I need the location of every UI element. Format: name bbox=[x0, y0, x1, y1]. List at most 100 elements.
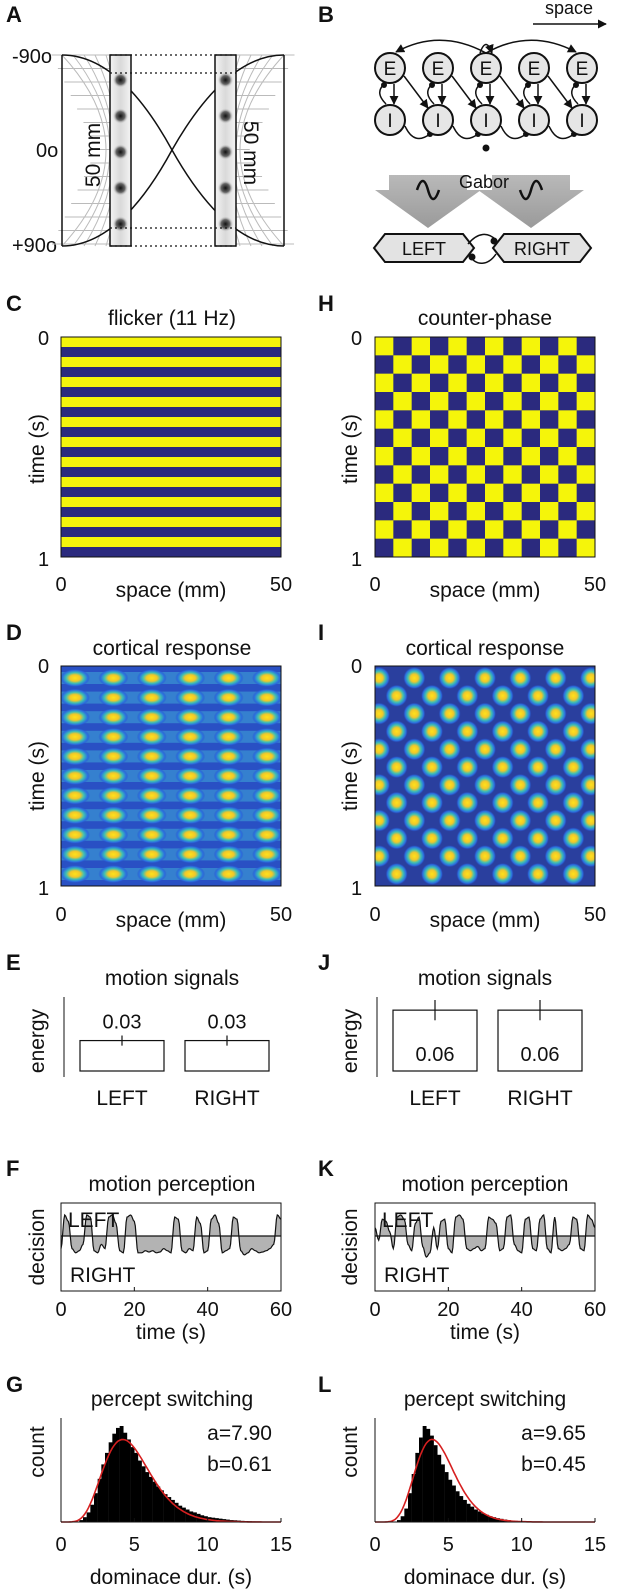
checker-cell bbox=[430, 465, 449, 484]
checker-cell bbox=[577, 484, 596, 503]
response-blob bbox=[175, 669, 205, 687]
i-unit-label: I bbox=[579, 111, 584, 132]
response-blob bbox=[175, 826, 205, 844]
checker-cell bbox=[448, 374, 467, 393]
response-blob bbox=[252, 865, 282, 883]
response-blob bbox=[562, 685, 584, 707]
checker-cell bbox=[485, 465, 504, 484]
response-blob bbox=[509, 703, 531, 725]
histogram-bar bbox=[401, 1516, 405, 1522]
flicker-stripe bbox=[61, 517, 281, 527]
x-tick-label: 20 bbox=[437, 1299, 459, 1321]
response-band bbox=[61, 848, 281, 860]
inhibitory-synapse bbox=[573, 82, 579, 88]
panel-i: I cortical response time (s) 0 1 0 50 sp… bbox=[318, 620, 617, 932]
x-axis-label-f: time (s) bbox=[136, 1321, 206, 1344]
size-label-right: 50 mm bbox=[239, 121, 262, 185]
flicker-heatmap bbox=[61, 337, 281, 557]
response-blob bbox=[214, 767, 244, 785]
chart-title-f: motion perception bbox=[89, 1173, 256, 1196]
param-a-g: a=7.90 bbox=[207, 1422, 272, 1445]
response-blob bbox=[175, 806, 205, 824]
panel-b: B space EIEIEIEIEI Gabor LEFT RIGHT bbox=[318, 0, 606, 263]
histogram-bar bbox=[123, 1433, 127, 1522]
response-blob bbox=[527, 863, 549, 885]
checker-cell bbox=[430, 392, 449, 411]
x-category-label: RIGHT bbox=[507, 1087, 573, 1110]
response-blob bbox=[474, 845, 496, 867]
gabor-label: Gabor bbox=[459, 172, 509, 192]
checker-cell bbox=[558, 520, 577, 539]
response-blob bbox=[509, 845, 531, 867]
response-band bbox=[61, 809, 281, 821]
response-blob bbox=[562, 720, 584, 742]
lateral-excitation bbox=[404, 76, 428, 108]
flicker-stripe bbox=[61, 507, 281, 517]
response-blob bbox=[252, 767, 282, 785]
response-blob bbox=[175, 708, 205, 726]
checker-cell bbox=[503, 374, 522, 393]
response-band bbox=[61, 770, 281, 782]
checker-cell bbox=[448, 410, 467, 429]
response-blob bbox=[252, 689, 282, 707]
response-blob bbox=[368, 667, 390, 689]
histogram-bar bbox=[160, 1490, 164, 1522]
response-blob bbox=[214, 728, 244, 746]
checker-cell bbox=[577, 392, 596, 411]
e-unit-label: E bbox=[576, 59, 589, 80]
checker-cell bbox=[430, 337, 449, 356]
checker-cell bbox=[485, 520, 504, 539]
response-blob bbox=[60, 865, 90, 883]
checker-cell bbox=[393, 447, 412, 466]
response-blob bbox=[386, 720, 408, 742]
flicker-stripe bbox=[61, 437, 281, 447]
response-blob bbox=[456, 720, 478, 742]
x-tick-label: 5 bbox=[443, 1534, 454, 1556]
response-blob bbox=[252, 708, 282, 726]
x-axis-label-g: dominace dur. (s) bbox=[90, 1566, 252, 1589]
response-blob bbox=[252, 787, 282, 805]
checker-cell bbox=[412, 520, 431, 539]
checker-cell bbox=[467, 374, 486, 393]
response-blob bbox=[214, 747, 244, 765]
checker-cell bbox=[467, 520, 486, 539]
y-tick-1-h: 1 bbox=[351, 549, 362, 571]
checker-cell bbox=[393, 410, 412, 429]
param-b-l: b=0.45 bbox=[521, 1453, 586, 1476]
checker-cell bbox=[430, 502, 449, 521]
flicker-stripe bbox=[61, 447, 281, 457]
response-blob bbox=[60, 689, 90, 707]
response-blob bbox=[175, 787, 205, 805]
response-blob bbox=[439, 774, 461, 796]
response-blob bbox=[421, 756, 443, 778]
response-blob bbox=[214, 865, 244, 883]
inhibitory-synapse bbox=[429, 82, 435, 88]
checker-cell bbox=[503, 392, 522, 411]
response-blob bbox=[60, 747, 90, 765]
i-unit-label: I bbox=[531, 111, 536, 132]
response-blob bbox=[214, 845, 244, 863]
checker-cell bbox=[393, 429, 412, 448]
checker-cell bbox=[393, 355, 412, 374]
x-ticks-g: 0 5 10 15 bbox=[55, 1518, 292, 1556]
checker-cell bbox=[412, 374, 431, 393]
response-blob bbox=[368, 845, 390, 867]
flicker-stripe bbox=[61, 397, 281, 407]
response-blob bbox=[368, 738, 390, 760]
param-b-g: b=0.61 bbox=[207, 1453, 272, 1476]
y-tick-1-c: 1 bbox=[38, 549, 49, 571]
left-label-k: LEFT bbox=[382, 1209, 434, 1232]
response-blob bbox=[509, 738, 531, 760]
checker-cell bbox=[467, 429, 486, 448]
response-blob bbox=[421, 792, 443, 814]
checker-cell bbox=[467, 337, 486, 356]
response-blob bbox=[492, 863, 514, 885]
x-category-label: RIGHT bbox=[194, 1087, 260, 1110]
panel-label-h: H bbox=[318, 291, 334, 316]
checker-cell bbox=[467, 502, 486, 521]
checker-cell bbox=[448, 447, 467, 466]
response-blob bbox=[98, 845, 128, 863]
x-tick-label: 10 bbox=[197, 1534, 219, 1556]
response-blob bbox=[562, 756, 584, 778]
